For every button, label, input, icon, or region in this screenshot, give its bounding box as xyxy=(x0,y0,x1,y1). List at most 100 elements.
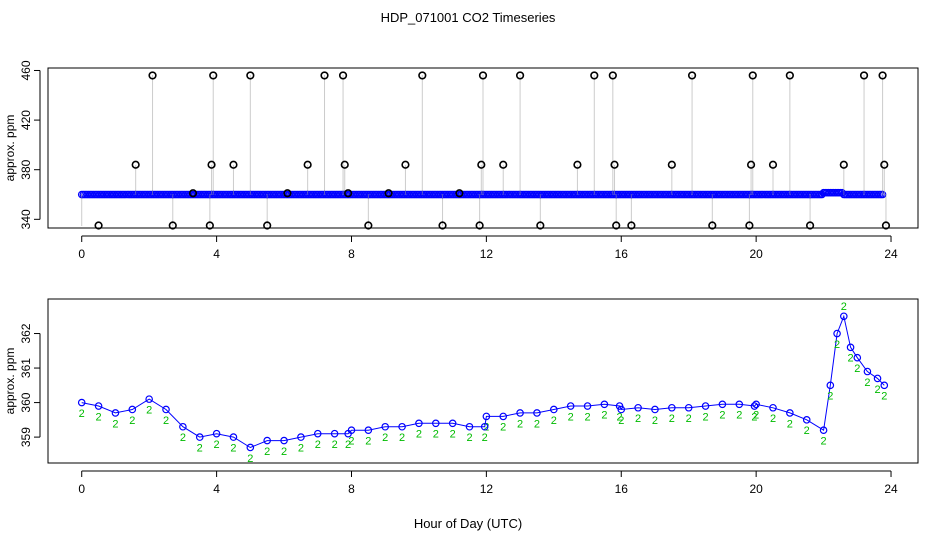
plot-frame xyxy=(47,67,919,229)
spike-point xyxy=(590,71,599,80)
green-series-marker: 2 xyxy=(298,442,304,454)
blue-series-point xyxy=(313,429,322,438)
spike-point xyxy=(805,221,815,230)
green-series-marker: 2 xyxy=(617,411,623,423)
spike-point xyxy=(478,71,488,80)
blue-series-point xyxy=(873,374,882,383)
plot-frame xyxy=(47,298,919,464)
blue-series-point xyxy=(347,426,356,435)
plot-area xyxy=(77,71,891,230)
x-tick-label: 16 xyxy=(615,247,629,261)
spike-point xyxy=(455,189,464,198)
green-series-marker: 2 xyxy=(482,432,488,444)
y-axis-label: approx. ppm xyxy=(3,348,17,415)
x-tick-label: 20 xyxy=(749,482,763,496)
green-series-marker: 2 xyxy=(146,404,152,416)
green-series-marker: 2 xyxy=(787,418,793,430)
spike-point xyxy=(687,71,697,80)
green-series-marker: 2 xyxy=(315,439,321,451)
blue-series-point xyxy=(480,422,489,431)
green-series-marker: 2 xyxy=(483,422,489,434)
spike-point xyxy=(612,221,621,230)
x-tick-label: 4 xyxy=(213,247,220,261)
blue-series-point xyxy=(583,402,592,410)
green-series-marker: 2 xyxy=(247,453,253,465)
spike-point xyxy=(667,160,676,169)
blue-series-point xyxy=(246,443,255,452)
x-tick-label: 8 xyxy=(348,482,355,496)
green-series-marker: 2 xyxy=(770,413,776,425)
spike-point xyxy=(477,160,486,169)
green-series-marker: 2 xyxy=(834,339,840,351)
chart-title: HDP_071001 CO2 Timeseries xyxy=(381,10,556,25)
spike-point xyxy=(515,71,525,80)
blue-series-point xyxy=(840,312,848,321)
blue-series-point xyxy=(94,402,103,410)
blue-series-point xyxy=(465,422,474,431)
green-series-marker: 2 xyxy=(652,415,658,427)
green-series-marker: 2 xyxy=(399,432,405,444)
green-series-marker: 2 xyxy=(686,413,692,425)
green-series-marker: 2 xyxy=(466,432,472,444)
green-series-marker: 2 xyxy=(112,418,118,430)
blue-series-point xyxy=(718,400,727,409)
green-series-marker: 2 xyxy=(551,415,557,427)
blue-series-point xyxy=(448,419,457,428)
y-tick-label: 359 xyxy=(19,427,33,447)
green-series-marker: 2 xyxy=(345,439,351,451)
blue-series-point xyxy=(701,402,710,410)
spike-point xyxy=(303,160,312,169)
green-series-marker: 2 xyxy=(348,436,354,448)
green-series-marker: 2 xyxy=(180,432,186,444)
blue-series-point xyxy=(263,436,271,445)
spike-point xyxy=(364,221,373,230)
x-tick-label: 24 xyxy=(884,247,898,261)
green-series-marker: 2 xyxy=(433,429,439,441)
blue-series-point xyxy=(77,398,86,407)
spike-point xyxy=(438,221,447,230)
x-tick-label: 0 xyxy=(78,482,85,496)
spike-point xyxy=(168,221,177,230)
green-series-marker: 2 xyxy=(332,439,338,451)
green-series-marker: 2 xyxy=(804,425,810,437)
y-tick-label: 361 xyxy=(19,358,33,378)
green-series-marker: 2 xyxy=(79,408,85,420)
blue-series-point xyxy=(499,412,508,421)
blue-series-point xyxy=(651,405,659,414)
green-series-marker: 2 xyxy=(669,413,675,425)
green-series-marker: 2 xyxy=(450,429,456,441)
top-panel: 0 4 8 12 16 20 24 340 380 420 460 approx. ppm xyxy=(3,60,919,261)
y-tick-label: 362 xyxy=(19,323,33,343)
spike-point xyxy=(499,160,508,169)
blue-series-point xyxy=(516,409,524,417)
spike-point xyxy=(839,160,848,169)
spike-point xyxy=(340,160,349,169)
spike-point xyxy=(746,160,756,169)
green-series-marker: 2 xyxy=(534,418,540,430)
blue-series-point xyxy=(482,412,491,421)
x-tick-label: 8 xyxy=(348,247,355,261)
spike-point xyxy=(418,71,427,80)
x-tick-label: 12 xyxy=(480,247,494,261)
y-tick-label: 360 xyxy=(19,392,33,412)
spike-point xyxy=(229,160,238,169)
green-series-marker: 2 xyxy=(230,442,236,454)
green-series-marker: 2 xyxy=(821,436,827,448)
blue-series-point xyxy=(668,403,676,412)
blue-series-point xyxy=(863,367,872,376)
spike-point xyxy=(610,160,619,169)
y-tick-label: 340 xyxy=(19,209,33,229)
spike-point xyxy=(745,221,754,230)
x-tick-label: 20 xyxy=(749,247,763,261)
green-series-marker: 2 xyxy=(854,363,860,375)
green-series-marker: 2 xyxy=(827,391,833,403)
spike-point xyxy=(207,160,216,169)
blue-series-point xyxy=(229,433,238,441)
blue-series-point xyxy=(819,426,828,435)
y-tick-label: 460 xyxy=(19,60,33,80)
blue-series-point xyxy=(802,416,811,424)
blue-series-point xyxy=(431,419,440,428)
green-series-marker: 2 xyxy=(517,418,523,430)
